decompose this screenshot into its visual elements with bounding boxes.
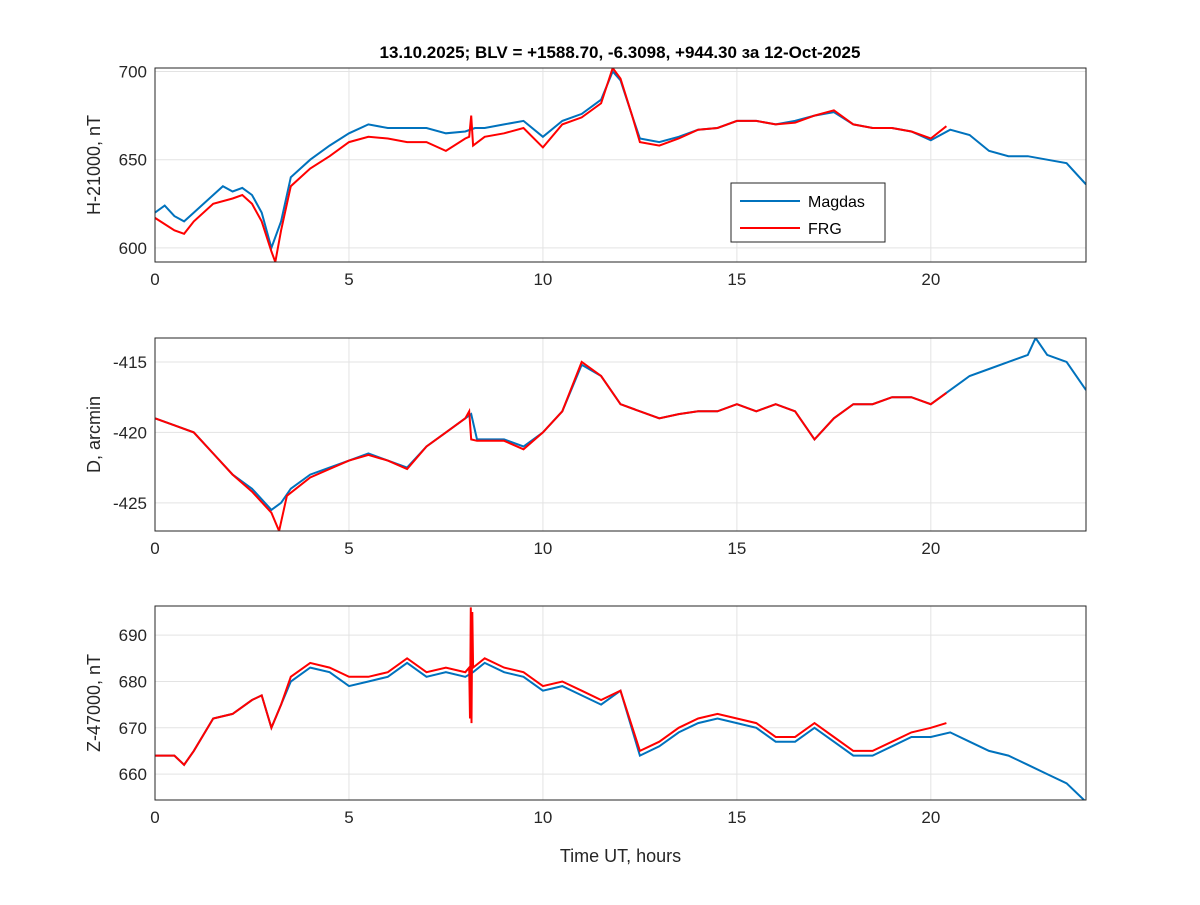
axes-box [154, 337, 1087, 532]
x-tick-label: 10 [533, 539, 552, 558]
x-axis-label: Time UT, hours [560, 846, 681, 866]
axes-box [154, 605, 1087, 801]
y-tick-label: 700 [119, 63, 147, 82]
y-tick-label: 670 [119, 719, 147, 738]
legend-entry: Magdas [808, 194, 865, 211]
x-tick-label: 5 [344, 270, 353, 289]
axes-box [154, 67, 1087, 263]
x-tick-label: 15 [727, 808, 746, 827]
x-tick-label: 0 [150, 539, 159, 558]
y-tick-label: 690 [119, 626, 147, 645]
y-tick-label: -425 [113, 494, 147, 513]
y-axis-label: D, arcmin [84, 396, 104, 473]
x-tick-label: 5 [344, 808, 353, 827]
x-tick-label: 0 [150, 270, 159, 289]
chart-title: 13.10.2025; BLV = +1588.70, -6.3098, +94… [380, 43, 861, 62]
y-tick-label: 680 [119, 672, 147, 691]
series-line-frg [155, 360, 947, 531]
x-tick-label: 10 [533, 808, 552, 827]
y-tick-label: 600 [119, 239, 147, 258]
y-axis-label: Z-47000, nT [84, 654, 104, 752]
subplot-3: 0 5 10 15 20 660 670 680 690 Z-47000, nT Time UT, … [84, 605, 1087, 866]
y-axis-label: H-21000, nT [84, 115, 104, 215]
x-tick-label: 5 [344, 539, 353, 558]
y-tick-label: 660 [119, 765, 147, 784]
x-tick-label: 20 [921, 270, 940, 289]
legend-entry: FRG [808, 221, 842, 238]
y-tick-label: 650 [119, 151, 147, 170]
x-tick-label: 20 [921, 808, 940, 827]
y-tick-label: -420 [113, 423, 147, 442]
series-line-frg [155, 68, 948, 262]
x-tick-label: 15 [727, 270, 746, 289]
x-tick-label: 10 [533, 270, 552, 289]
y-tick-label: -415 [113, 353, 147, 372]
subplot-1: 0 5 10 15 20 600 650 700 H-21000, nT Magdas FRG [84, 63, 1087, 289]
series-line-frg [155, 607, 947, 767]
x-tick-label: 20 [921, 539, 940, 558]
plot-area [155, 68, 1086, 262]
x-tick-label: 0 [150, 808, 159, 827]
x-tick-label: 15 [727, 539, 746, 558]
legend: Magdas FRG [730, 182, 886, 243]
subplot-2: 0 5 10 15 20 -425 -420 -415 D, arcmin [84, 337, 1087, 558]
plot-area [155, 338, 1086, 531]
